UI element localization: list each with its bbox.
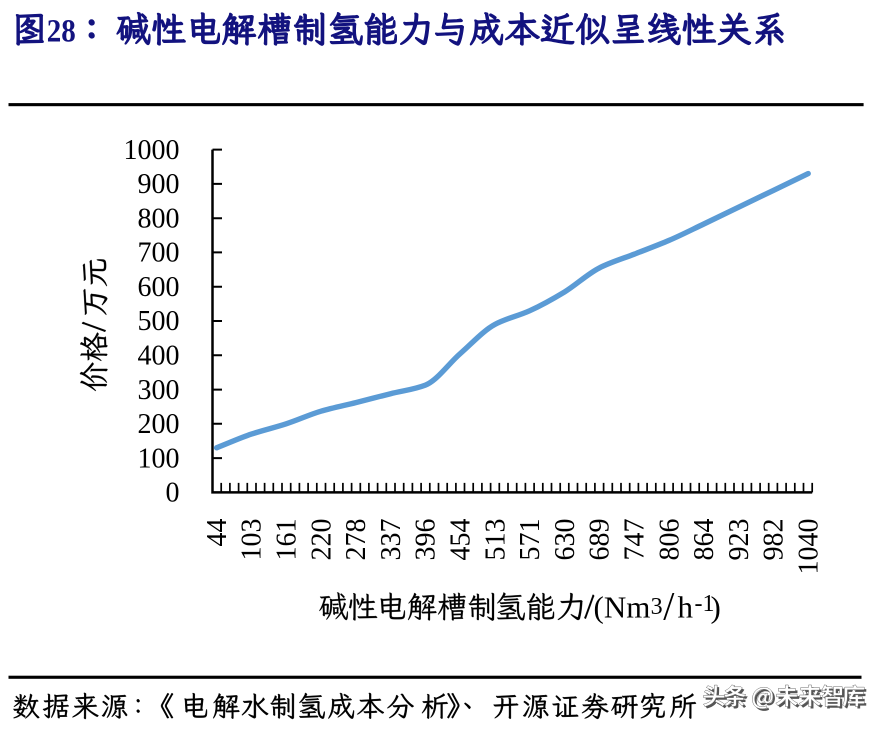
svg-text:513: 513 [480,519,511,561]
svg-text:500: 500 [138,306,180,337]
svg-text:700: 700 [138,238,180,269]
svg-text:1000: 1000 [124,135,180,166]
svg-text:300: 300 [138,375,180,406]
svg-text:44: 44 [202,519,233,547]
svg-text:864: 864 [689,519,720,561]
svg-text:454: 454 [446,519,477,561]
svg-text:): ) [711,590,721,625]
svg-text:923: 923 [724,519,755,561]
svg-text:571: 571 [515,519,546,561]
svg-text:(Nm: (Nm [594,590,651,625]
svg-text:3: 3 [651,594,663,620]
svg-text:278: 278 [341,519,372,561]
svg-text:337: 337 [376,519,407,561]
svg-text:900: 900 [138,169,180,200]
svg-text:630: 630 [550,519,581,561]
svg-text:161: 161 [272,519,303,561]
svg-text:200: 200 [138,409,180,440]
svg-text:-1: -1 [695,591,715,617]
svg-text:220: 220 [306,519,337,561]
svg-text:400: 400 [138,341,180,372]
svg-text:h: h [678,590,694,625]
svg-text:800: 800 [138,203,180,234]
svg-text:747: 747 [620,519,651,561]
svg-text:28: 28 [47,14,76,50]
svg-text:0: 0 [166,478,180,509]
svg-text:103: 103 [237,519,268,561]
svg-text:806: 806 [654,519,685,561]
svg-text:600: 600 [138,272,180,303]
svg-text:100: 100 [138,443,180,474]
svg-text:982: 982 [759,519,790,561]
svg-text:689: 689 [585,519,616,561]
svg-text:/: / [663,584,675,629]
svg-text:396: 396 [411,519,442,561]
svg-text:1040: 1040 [794,519,825,575]
